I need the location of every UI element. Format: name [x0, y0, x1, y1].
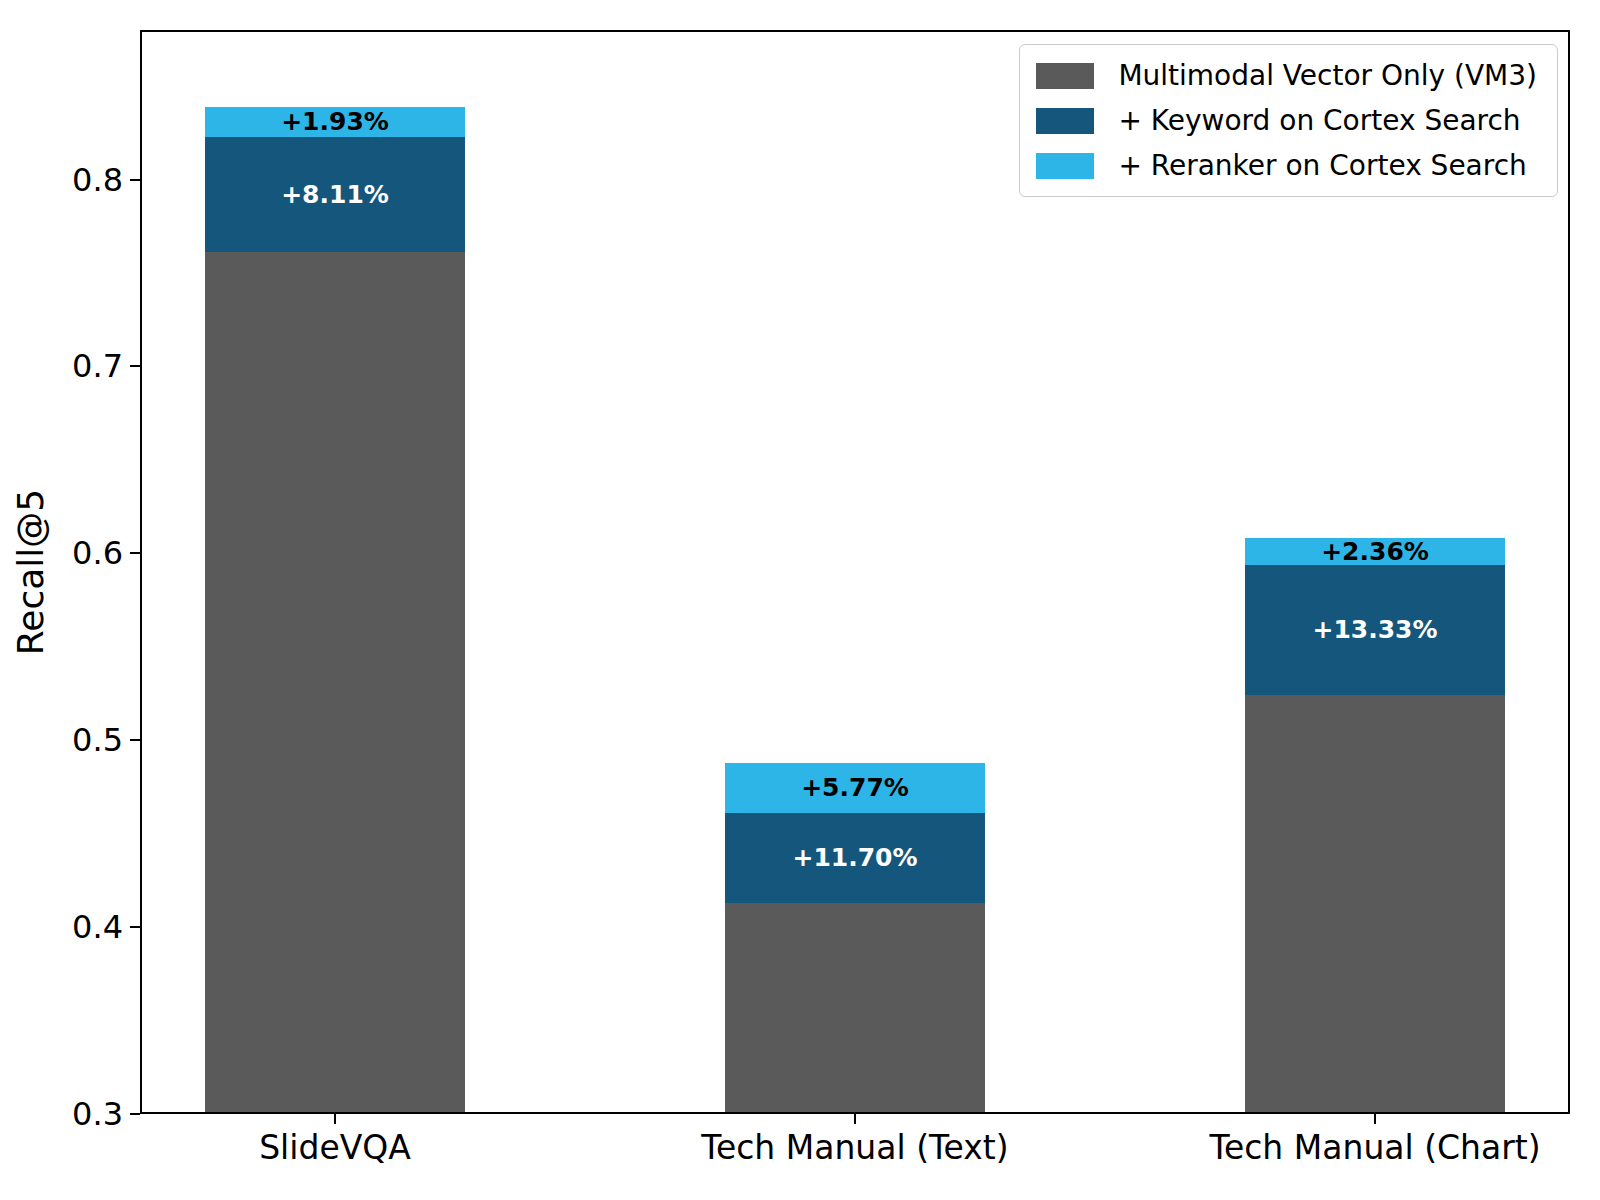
legend-label: Multimodal Vector Only (VM3): [1118, 59, 1537, 92]
y-tick-mark: [130, 552, 140, 554]
y-tick-label: 0.6: [72, 534, 123, 572]
y-axis-label: Recall@5: [10, 489, 51, 655]
x-tick-label: Tech Manual (Chart): [1209, 1128, 1540, 1167]
figure: Recall@5 +8.11% +1.93% +11.70% +5.77% +13.33…: [0, 0, 1600, 1200]
bar-annotation: +2.36%: [1321, 539, 1429, 564]
y-tick-label: 0.8: [72, 161, 123, 199]
y-tick-label: 0.3: [72, 1095, 123, 1133]
bar-annotation: +1.93%: [281, 109, 389, 134]
plot-area: +8.11%+1.93%+11.70%+5.77%+13.33%+2.36% 0…: [140, 30, 1570, 1114]
bar-segment: +13.33%: [1245, 565, 1505, 696]
x-tick-label: SlideVQA: [259, 1128, 411, 1167]
y-tick-label: 0.5: [72, 721, 123, 759]
bar-annotation: +11.70%: [792, 845, 917, 870]
bar-segment: +11.70%: [725, 813, 985, 903]
legend-swatch-icon: [1036, 153, 1094, 179]
bar-annotation: +5.77%: [801, 775, 909, 800]
x-tick-mark: [1374, 1114, 1376, 1124]
bar-segment: [725, 903, 985, 1114]
bar-annotation: +13.33%: [1312, 617, 1437, 642]
x-tick-mark: [854, 1114, 856, 1124]
y-tick-mark: [130, 1113, 140, 1115]
bar-segment: +5.77%: [725, 763, 985, 813]
x-tick-mark: [334, 1114, 336, 1124]
y-tick-label: 0.7: [72, 347, 123, 385]
bar-segment: +1.93%: [205, 107, 465, 137]
legend: Multimodal Vector Only (VM3) + Keyword on…: [1019, 44, 1558, 197]
y-tick-mark: [130, 365, 140, 367]
legend-label: + Reranker on Cortex Search: [1118, 149, 1526, 182]
legend-swatch-icon: [1036, 108, 1094, 134]
y-tick-mark: [130, 179, 140, 181]
bar-segment: [205, 252, 465, 1114]
legend-item: Multimodal Vector Only (VM3): [1036, 59, 1537, 92]
legend-item: + Keyword on Cortex Search: [1036, 104, 1537, 137]
bar-segment: +2.36%: [1245, 538, 1505, 564]
legend-label: + Keyword on Cortex Search: [1118, 104, 1520, 137]
x-tick-label: Tech Manual (Text): [701, 1128, 1008, 1167]
legend-swatch-icon: [1036, 63, 1094, 89]
legend-item: + Reranker on Cortex Search: [1036, 149, 1537, 182]
y-tick-mark: [130, 739, 140, 741]
y-tick-label: 0.4: [72, 908, 123, 946]
bar-segment: [1245, 695, 1505, 1114]
bar-annotation: +8.11%: [281, 182, 389, 207]
bar-segment: +8.11%: [205, 137, 465, 253]
y-tick-mark: [130, 926, 140, 928]
